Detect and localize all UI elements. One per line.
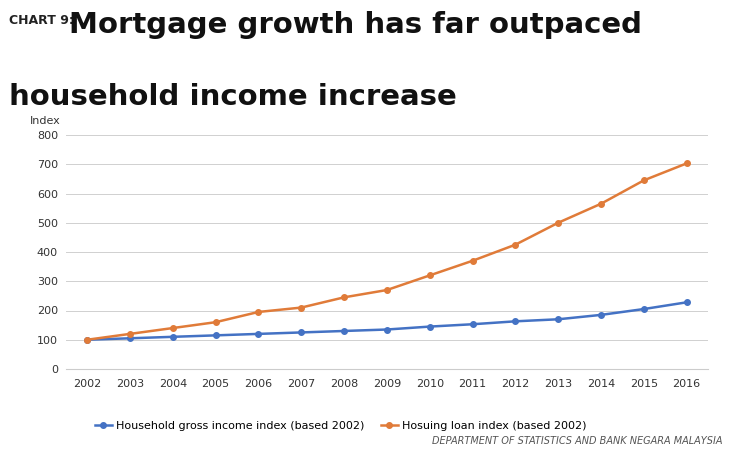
Text: Index: Index bbox=[31, 116, 61, 126]
Text: CHART 9:: CHART 9: bbox=[9, 14, 74, 27]
Legend: Household gross income index (based 2002), Hosuing loan index (based 2002): Household gross income index (based 2002… bbox=[91, 417, 591, 436]
Text: household income increase: household income increase bbox=[9, 83, 457, 111]
Text: Mortgage growth has far outpaced: Mortgage growth has far outpaced bbox=[69, 11, 642, 39]
Text: DEPARTMENT OF STATISTICS AND BANK NEGARA MALAYSIA: DEPARTMENT OF STATISTICS AND BANK NEGARA… bbox=[432, 436, 723, 446]
